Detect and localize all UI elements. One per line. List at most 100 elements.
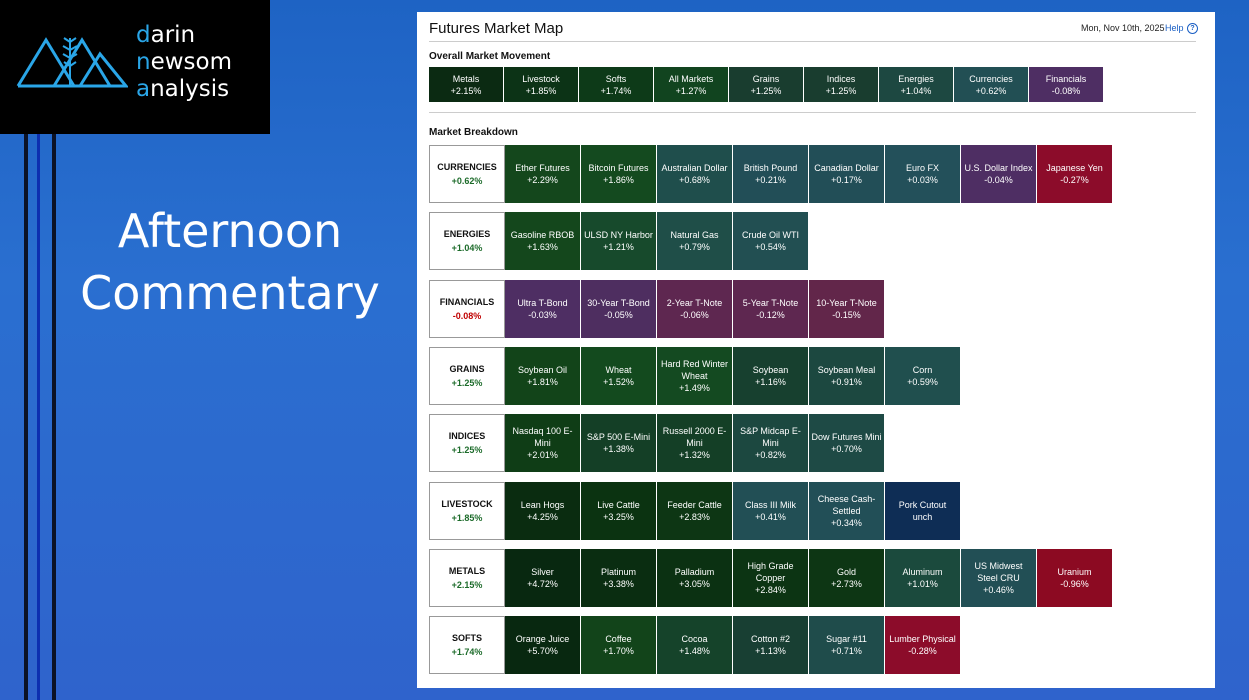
market-tile-nasdaq-100-e-mini[interactable]: Nasdaq 100 E-Mini +2.01% <box>505 414 581 472</box>
market-name: Ultra T-Bond <box>517 298 568 308</box>
market-tile-bitcoin-futures[interactable]: Bitcoin Futures +1.86% <box>581 145 657 203</box>
market-name: Sugar #11 <box>826 634 867 644</box>
market-tile-uranium[interactable]: Uranium -0.96% <box>1037 549 1113 607</box>
brand-name-accent: d <box>136 22 151 48</box>
market-tile-orange-juice[interactable]: Orange Juice +5.70% <box>505 616 581 674</box>
market-tile-livestock[interactable]: Livestock +1.85% <box>504 67 579 102</box>
market-name: Financials <box>1045 73 1087 84</box>
breakdown-row-softs: SOFTS +1.74% Orange Juice +5.70% Coffee +1.70… <box>429 616 961 674</box>
market-tile-gold[interactable]: Gold +2.73% <box>809 549 885 607</box>
market-name: British Pound <box>743 163 798 173</box>
market-tile-2-year-t-note[interactable]: 2-Year T-Note -0.06% <box>657 280 733 338</box>
market-tile-wheat[interactable]: Wheat +1.52% <box>581 347 657 405</box>
market-name: Soybean Oil <box>517 365 568 375</box>
brand-name-accent: n <box>136 49 151 75</box>
market-tile-financials[interactable]: Financials -0.08% <box>1029 67 1104 102</box>
market-change: -0.08% <box>1051 85 1081 96</box>
market-name: S&P Midcap E-Mini <box>740 426 801 448</box>
market-name: 10-Year T-Note <box>816 298 877 308</box>
market-tile-metals[interactable]: Metals +2.15% <box>429 67 504 102</box>
market-tile-aluminum[interactable]: Aluminum +1.01% <box>885 549 961 607</box>
market-tile-s-p-midcap-e-mini[interactable]: S&P Midcap E-Mini +0.82% <box>733 414 809 472</box>
market-tile-energies[interactable]: Energies +1.04% <box>879 67 954 102</box>
market-tile-30-year-t-bond[interactable]: 30-Year T-Bond -0.05% <box>581 280 657 338</box>
market-tile-platinum[interactable]: Platinum +3.38% <box>581 549 657 607</box>
market-name: Nasdaq 100 E-Mini <box>512 426 573 448</box>
market-name: Softs <box>605 73 627 84</box>
category-cell[interactable]: GRAINS +1.25% <box>429 347 505 405</box>
market-name: Energies <box>898 73 934 84</box>
market-name: Cheese Cash-Settled <box>817 494 876 516</box>
market-tile-5-year-t-note[interactable]: 5-Year T-Note -0.12% <box>733 280 809 338</box>
panel-title: Futures Market Map <box>429 20 564 37</box>
market-tile-cotton-2[interactable]: Cotton #2 +1.13% <box>733 616 809 674</box>
market-tile-soybean-oil[interactable]: Soybean Oil +1.81% <box>505 347 581 405</box>
market-tile-russell-2000-e-mini[interactable]: Russell 2000 E-Mini +1.32% <box>657 414 733 472</box>
market-tile-silver[interactable]: Silver +4.72% <box>505 549 581 607</box>
category-cell[interactable]: SOFTS +1.74% <box>429 616 505 674</box>
market-name: Canadian Dollar <box>814 163 879 173</box>
market-tile-softs[interactable]: Softs +1.74% <box>579 67 654 102</box>
market-tile-class-iii-milk[interactable]: Class III Milk +0.41% <box>733 482 809 540</box>
market-change: unch <box>912 512 933 522</box>
market-tile-gasoline-rbob[interactable]: Gasoline RBOB +1.63% <box>505 212 581 270</box>
market-tile-feeder-cattle[interactable]: Feeder Cattle +2.83% <box>657 482 733 540</box>
divider <box>429 41 1196 42</box>
market-tile-lean-hogs[interactable]: Lean Hogs +4.25% <box>505 482 581 540</box>
market-tile-high-grade-copper[interactable]: High Grade Copper +2.84% <box>733 549 809 607</box>
category-cell[interactable]: FINANCIALS -0.08% <box>429 280 505 338</box>
market-tile-euro-fx[interactable]: Euro FX +0.03% <box>885 145 961 203</box>
market-name: Euro FX <box>905 163 939 173</box>
market-name: Bitcoin Futures <box>588 163 649 173</box>
market-tile-currencies[interactable]: Currencies +0.62% <box>954 67 1029 102</box>
market-tile-pork-cutout[interactable]: Pork Cutout unch <box>885 482 961 540</box>
market-tile-lumber-physical[interactable]: Lumber Physical -0.28% <box>885 616 961 674</box>
market-tile-hard-red-winter-wheat[interactable]: Hard Red Winter Wheat +1.49% <box>657 347 733 405</box>
market-tile-japanese-yen[interactable]: Japanese Yen -0.27% <box>1037 145 1113 203</box>
market-tile-grains[interactable]: Grains +1.25% <box>729 67 804 102</box>
category-cell[interactable]: CURRENCIES +0.62% <box>429 145 505 203</box>
market-tile-ether-futures[interactable]: Ether Futures +2.29% <box>505 145 581 203</box>
market-tile-crude-oil-wti[interactable]: Crude Oil WTI +0.54% <box>733 212 809 270</box>
market-tile-canadian-dollar[interactable]: Canadian Dollar +0.17% <box>809 145 885 203</box>
market-tile-u-s-dollar-index[interactable]: U.S. Dollar Index -0.04% <box>961 145 1037 203</box>
market-change: +2.84% <box>755 585 786 595</box>
category-cell[interactable]: ENERGIES +1.04% <box>429 212 505 270</box>
category-cell[interactable]: INDICES +1.25% <box>429 414 505 472</box>
market-change: +3.05% <box>679 579 710 589</box>
market-name: Gasoline RBOB <box>510 230 575 240</box>
market-change: +1.01% <box>907 579 938 589</box>
market-tile-ulsd-ny-harbor[interactable]: ULSD NY Harbor +1.21% <box>581 212 657 270</box>
category-cell[interactable]: METALS +2.15% <box>429 549 505 607</box>
breakdown-row-indices: INDICES +1.25% Nasdaq 100 E-Mini +2.01% S&P … <box>429 414 885 472</box>
market-tile-soybean[interactable]: Soybean +1.16% <box>733 347 809 405</box>
market-change: -0.27% <box>1060 175 1089 185</box>
decorative-bar <box>52 134 56 700</box>
market-tile-us-midwest-steel-cru[interactable]: US Midwest Steel CRU +0.46% <box>961 549 1037 607</box>
market-tile-british-pound[interactable]: British Pound +0.21% <box>733 145 809 203</box>
market-tile-corn[interactable]: Corn +0.59% <box>885 347 961 405</box>
market-tile-coffee[interactable]: Coffee +1.70% <box>581 616 657 674</box>
market-name: Lumber Physical <box>889 634 956 644</box>
market-tile-cocoa[interactable]: Cocoa +1.48% <box>657 616 733 674</box>
help-link[interactable]: Help ? <box>1165 23 1199 35</box>
market-tile-all-markets[interactable]: All Markets +1.27% <box>654 67 729 102</box>
market-tile-ultra-t-bond[interactable]: Ultra T-Bond -0.03% <box>505 280 581 338</box>
market-tile-cheese-cash-settled[interactable]: Cheese Cash-Settled +0.34% <box>809 482 885 540</box>
category-cell[interactable]: LIVESTOCK +1.85% <box>429 482 505 540</box>
market-tile-s-p-500-e-mini[interactable]: S&P 500 E-Mini +1.38% <box>581 414 657 472</box>
market-tile-live-cattle[interactable]: Live Cattle +3.25% <box>581 482 657 540</box>
market-tile-sugar-11[interactable]: Sugar #11 +0.71% <box>809 616 885 674</box>
breakdown-row-grains: GRAINS +1.25% Soybean Oil +1.81% Wheat +1.52%… <box>429 347 961 405</box>
market-tile-natural-gas[interactable]: Natural Gas +0.79% <box>657 212 733 270</box>
market-tile-10-year-t-note[interactable]: 10-Year T-Note -0.15% <box>809 280 885 338</box>
market-tile-soybean-meal[interactable]: Soybean Meal +0.91% <box>809 347 885 405</box>
market-change: +2.01% <box>527 450 558 460</box>
market-tile-australian-dollar[interactable]: Australian Dollar +0.68% <box>657 145 733 203</box>
market-tile-dow-futures-mini[interactable]: Dow Futures Mini +0.70% <box>809 414 885 472</box>
market-name: Indices <box>826 73 856 84</box>
market-change: +0.21% <box>755 175 786 185</box>
market-tile-indices[interactable]: Indices +1.25% <box>804 67 879 102</box>
market-tile-palladium[interactable]: Palladium +3.05% <box>657 549 733 607</box>
market-name: Hard Red Winter Wheat <box>660 359 729 381</box>
